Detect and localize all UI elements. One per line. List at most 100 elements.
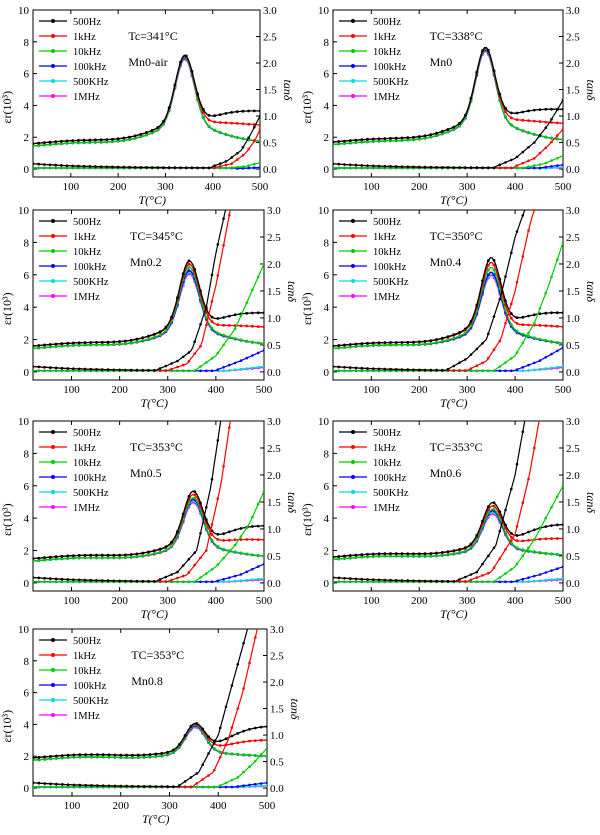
tan-point-500Hz	[66, 783, 70, 786]
eps-point-10kHz	[383, 554, 387, 558]
tan-point-10kHz	[481, 580, 484, 584]
tan-point-10kHz	[349, 369, 352, 373]
eps-point-10kHz	[141, 554, 145, 558]
eps-point-1kHz	[538, 537, 542, 541]
tan-point-500Hz	[189, 776, 193, 779]
eps-point-500Hz	[227, 314, 231, 318]
tan-point-1kHz	[253, 139, 256, 143]
eps-point-500Hz	[498, 510, 502, 514]
tan-point-10kHz	[366, 166, 369, 170]
eps-point-500Hz	[65, 139, 69, 143]
eps-point-1kHz	[251, 324, 254, 328]
x-tick-label: 300	[459, 384, 476, 396]
tan-point-1kHz	[236, 158, 239, 161]
tan-point-500Hz	[441, 368, 444, 372]
tan-point-10kHz	[515, 351, 519, 354]
eps-point-10kHz	[54, 345, 58, 348]
tan-point-500Hz	[166, 785, 169, 788]
eps-point-10kHz	[253, 754, 257, 757]
legend-marker-100kHz	[51, 475, 55, 479]
sample-label: Mn0-air	[128, 55, 167, 69]
eps-point-10kHz	[515, 126, 519, 130]
tan-point-10kHz	[65, 166, 69, 170]
tan-point-500Hz	[183, 780, 187, 783]
eps-point-10kHz	[147, 553, 150, 557]
y-axis-title: εr(10³)	[300, 503, 314, 536]
tan-point-500Hz	[184, 166, 188, 169]
tan-point-10kHz	[253, 162, 256, 166]
eps-point-10kHz	[77, 343, 81, 347]
eps-point-500Hz	[435, 131, 438, 135]
eps-point-500Hz	[170, 540, 174, 544]
eps-point-10kHz	[82, 141, 86, 145]
eps-point-10kHz	[166, 753, 169, 756]
tan-point-500Hz	[148, 785, 152, 788]
x-tick-label: 500	[256, 384, 273, 396]
tan-point-10kHz	[533, 538, 536, 541]
eps-point-500Hz	[550, 311, 553, 315]
eps-point-10kHz	[158, 550, 162, 554]
eps-point-500Hz	[371, 137, 375, 141]
tan-point-500Hz	[538, 133, 542, 137]
eps-point-500Hz	[83, 553, 87, 557]
y2-tick-label: 3.0	[566, 5, 580, 17]
tan-point-500Hz	[418, 579, 421, 583]
tan-point-500KHz	[550, 366, 553, 370]
eps-point-500Hz	[95, 341, 98, 344]
tan-point-500Hz	[181, 355, 185, 359]
legend-label-1kHz: 1kHz	[373, 232, 396, 243]
eps-point-500Hz	[446, 127, 450, 131]
eps-point-500Hz	[204, 518, 208, 522]
tan-point-1kHz	[242, 687, 245, 690]
eps-point-500Hz	[366, 552, 369, 556]
tan-point-500Hz	[88, 165, 92, 168]
tan-point-500Hz	[96, 784, 99, 787]
tan-point-1kHz	[521, 161, 525, 165]
tan-point-1kHz	[556, 134, 559, 137]
tan-point-100kHz	[556, 567, 559, 570]
tan-point-500Hz	[54, 163, 57, 167]
eps-point-10kHz	[125, 756, 128, 759]
tan-point-500Hz	[119, 784, 123, 788]
legend-marker-500Hz	[51, 219, 55, 223]
tan-point-500Hz	[106, 579, 110, 582]
legend-label-500KHz: 500KHz	[73, 696, 109, 707]
tan-point-500Hz	[423, 165, 427, 169]
eps-point-1kHz	[248, 739, 251, 743]
tan-point-500Hz	[441, 166, 444, 169]
eps-point-500Hz	[148, 753, 152, 756]
tan-point-10kHz	[236, 776, 240, 779]
tan-point-500Hz	[360, 164, 364, 167]
eps-point-500Hz	[412, 552, 415, 556]
tan-point-500Hz	[61, 783, 64, 786]
tan-point-500Hz	[539, 333, 542, 336]
legend-label-1MHz: 1MHz	[73, 92, 100, 103]
eps-point-500Hz	[383, 137, 387, 141]
eps-point-10kHz	[245, 552, 249, 556]
tan-point-500Hz	[412, 165, 415, 169]
tan-point-500KHz	[561, 577, 563, 580]
eps-point-1kHz	[527, 119, 530, 123]
eps-point-500Hz	[147, 550, 150, 554]
tan-point-1kHz	[545, 382, 548, 385]
tan-point-10kHz	[475, 580, 479, 584]
tan-point-10kHz	[366, 580, 369, 584]
tan-point-500Hz	[72, 578, 75, 581]
tan-point-1kHz	[230, 162, 233, 165]
y2-tick-label: 0.5	[566, 340, 580, 352]
eps-point-1kHz	[538, 324, 542, 327]
tan-point-500Hz	[521, 150, 525, 154]
legend-label-1kHz: 1kHz	[373, 443, 396, 454]
tan-point-500Hz	[545, 301, 548, 304]
tan-point-500Hz	[469, 573, 473, 576]
tan-point-10kHz	[228, 335, 231, 339]
eps-point-500Hz	[262, 524, 264, 528]
eps-point-10kHz	[412, 343, 415, 347]
tan-point-1kHz	[236, 707, 240, 710]
eps-point-1kHz	[222, 539, 226, 542]
eps-point-500Hz	[446, 335, 450, 338]
tan-point-10kHz	[193, 369, 196, 373]
eps-point-500Hz	[145, 131, 148, 134]
legend-label-10kHz: 10kHz	[73, 247, 101, 258]
eps-point-500Hz	[561, 107, 563, 111]
